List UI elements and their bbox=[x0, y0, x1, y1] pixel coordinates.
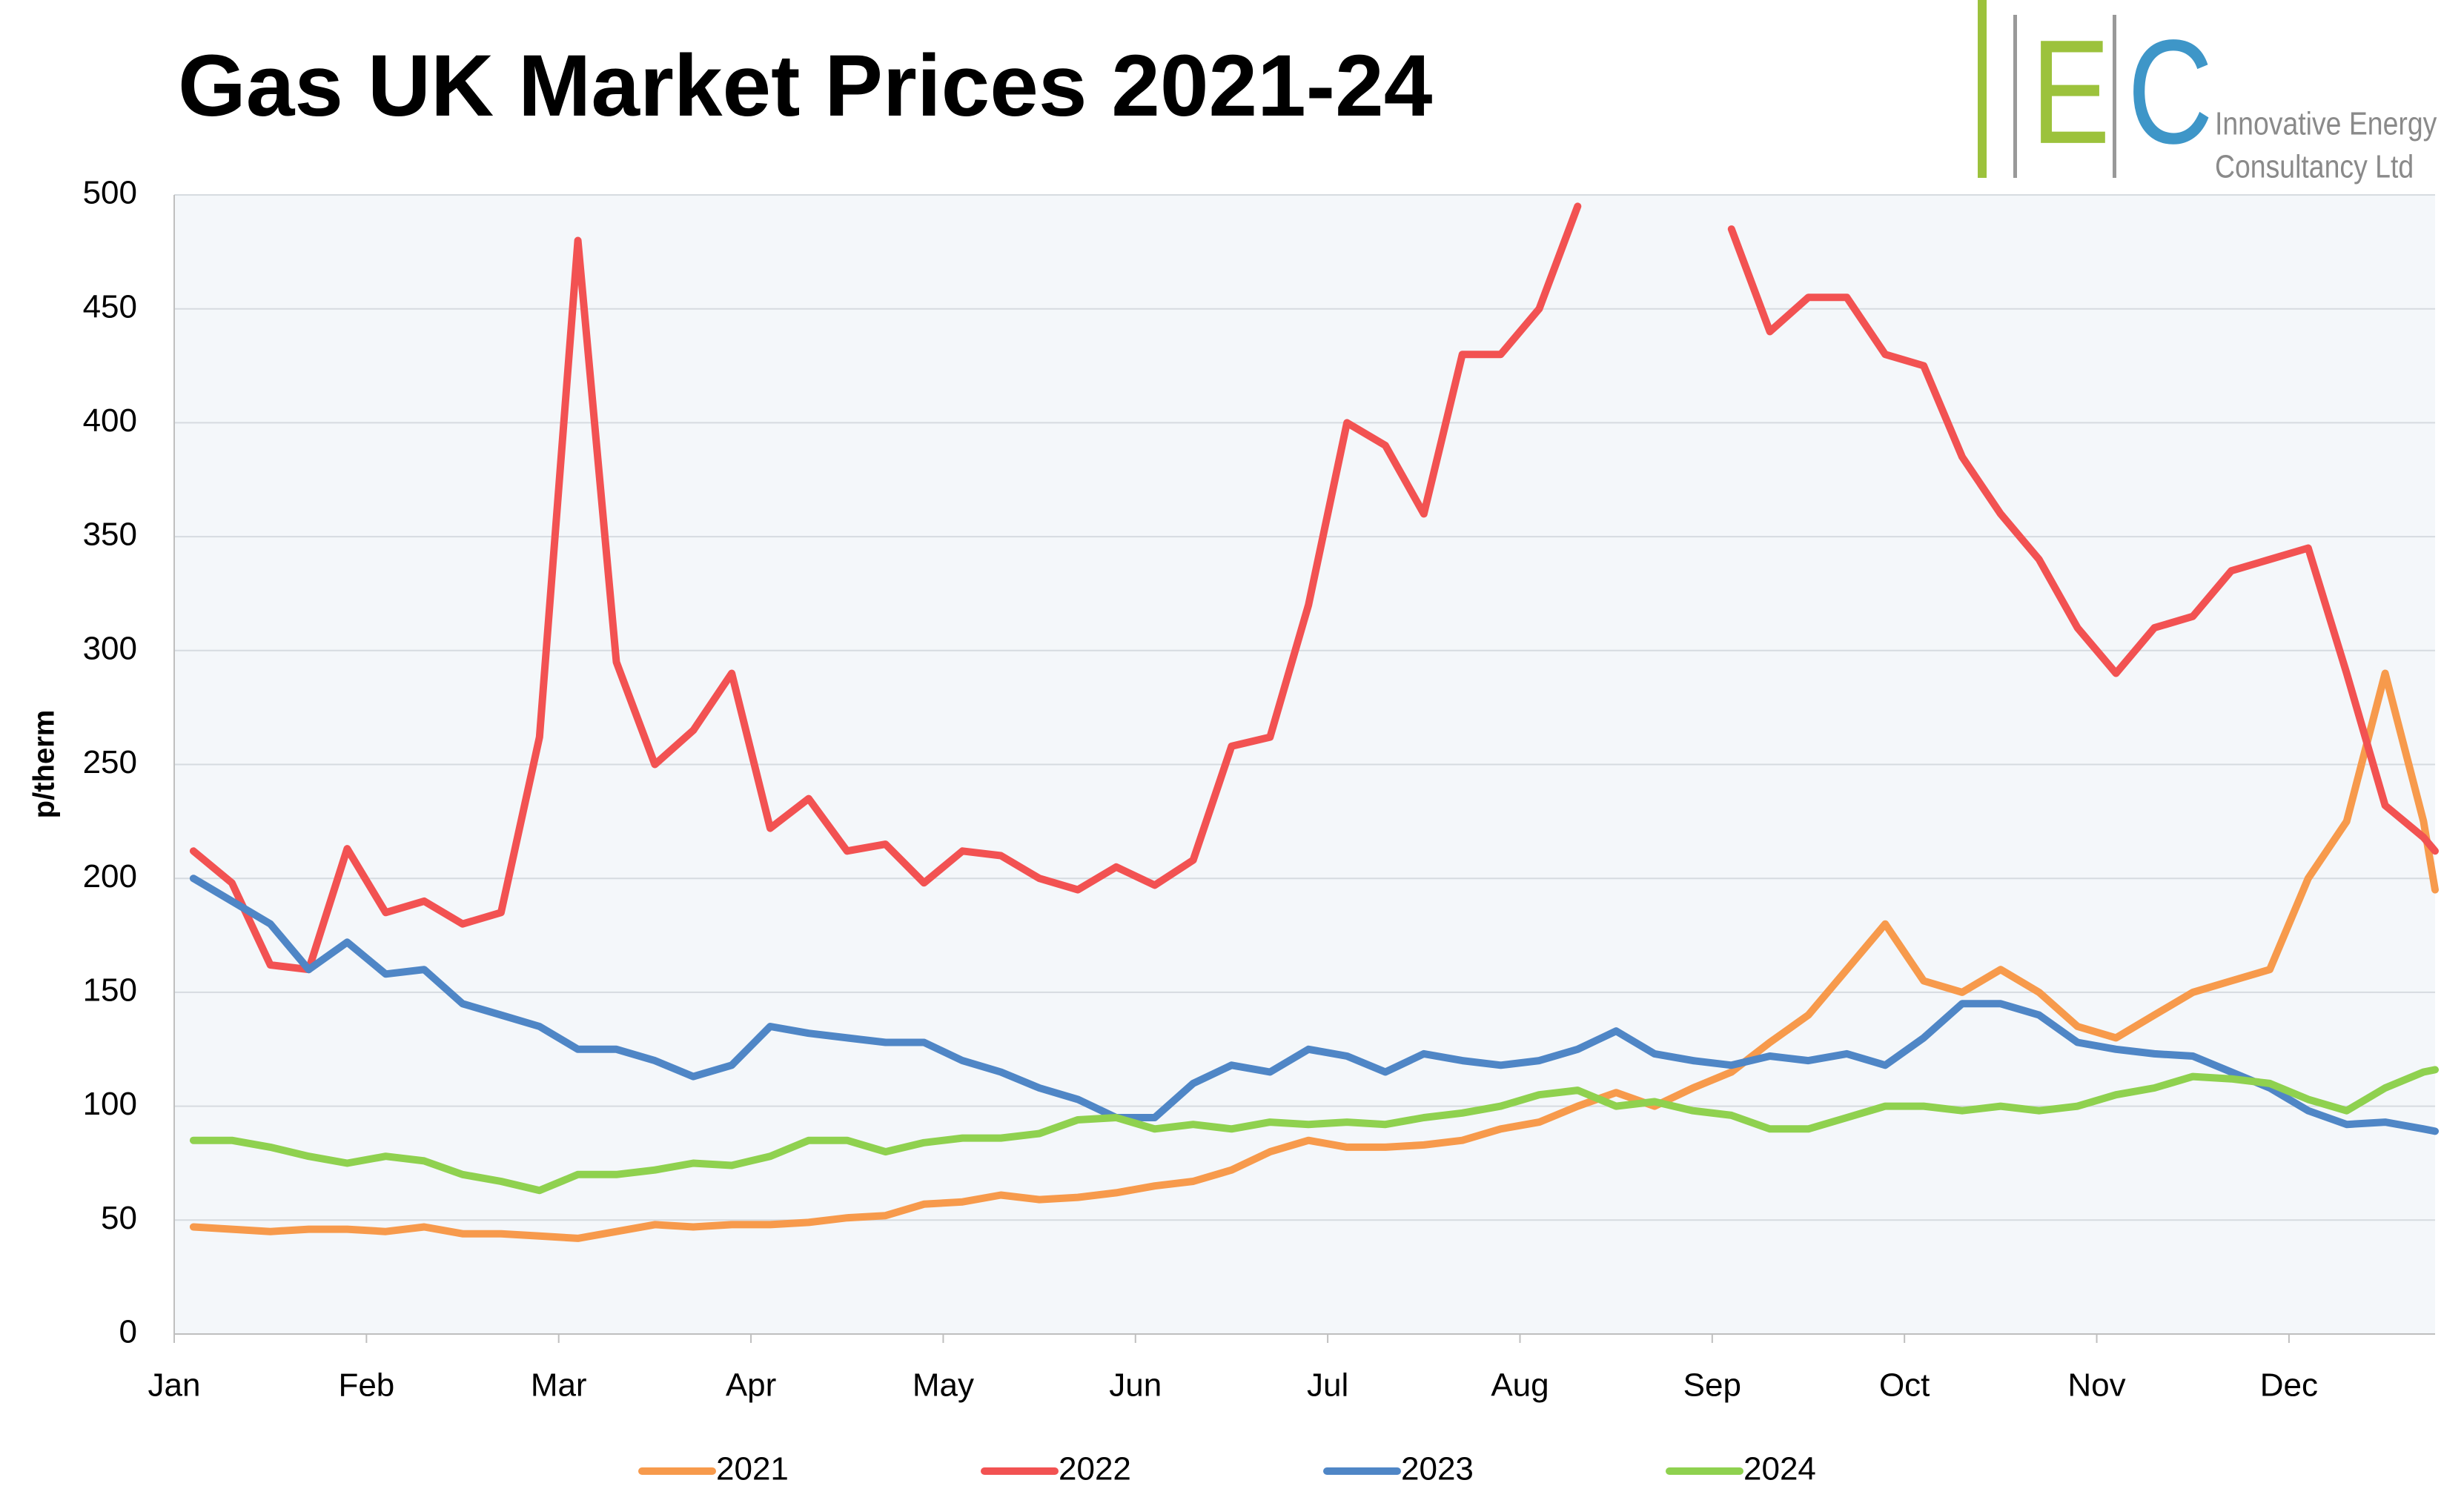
series-line bbox=[189, 1066, 2439, 1195]
chart-title: Gas UK Market Prices 2021-24 bbox=[178, 37, 1432, 135]
x-tick-label: Apr bbox=[726, 1367, 776, 1404]
logo: E C Innovative Energy Consultancy Ltd bbox=[1978, 0, 2437, 185]
x-tick-label: Nov bbox=[2067, 1367, 2125, 1404]
y-tick-label: 0 bbox=[119, 1314, 137, 1350]
x-tick-label: Oct bbox=[1879, 1367, 1930, 1404]
series-line bbox=[189, 202, 2439, 974]
legend-label: 2022 bbox=[1059, 1451, 1131, 1487]
series-line bbox=[189, 875, 2439, 1135]
y-tick-label: 200 bbox=[83, 858, 137, 895]
logo-bar bbox=[1978, 0, 1987, 178]
logo-bar bbox=[2113, 15, 2116, 178]
x-tick-label: Sep bbox=[1683, 1367, 1741, 1404]
series-line bbox=[189, 669, 2439, 1242]
grid bbox=[174, 194, 2435, 1335]
y-tick-label: 250 bbox=[83, 744, 137, 780]
logo-text: Consultancy Ltd bbox=[2215, 148, 2414, 185]
y-tick-label: 500 bbox=[83, 175, 137, 211]
y-tick-label: 450 bbox=[83, 288, 137, 325]
logo-text: Innovative Energy bbox=[2215, 105, 2437, 142]
x-tick-label: Jul bbox=[1307, 1367, 1348, 1404]
x-tick-label: May bbox=[913, 1367, 974, 1404]
x-tick-label: Feb bbox=[338, 1367, 394, 1404]
x-tick-label: Aug bbox=[1491, 1367, 1549, 1404]
y-tick-label: 350 bbox=[83, 517, 137, 553]
axes: 0 50 100 150 200 250 300 350 400 450 500 Jan Feb Mar A… bbox=[83, 175, 2435, 1404]
x-tick-label: Jan bbox=[148, 1367, 201, 1404]
x-tick-label: Mar bbox=[531, 1367, 587, 1404]
y-tick-label: 300 bbox=[83, 630, 137, 666]
y-tick-label: 100 bbox=[83, 1086, 137, 1122]
y-tick-label: 150 bbox=[83, 972, 137, 1009]
y-tick-label: 400 bbox=[83, 402, 137, 439]
x-tick-label: Dec bbox=[2260, 1367, 2318, 1404]
logo-letter: C bbox=[2127, 10, 2213, 175]
x-tick-label: Jun bbox=[1109, 1367, 1162, 1404]
legend-label: 2024 bbox=[1743, 1451, 1816, 1487]
y-tick-label: 50 bbox=[101, 1200, 137, 1236]
legend-label: 2021 bbox=[716, 1451, 789, 1487]
logo-bar bbox=[2013, 15, 2017, 178]
legend-label: 2023 bbox=[1401, 1451, 1474, 1487]
logo-letter: E bbox=[2031, 10, 2110, 175]
y-axis-label: p/therm bbox=[28, 710, 61, 819]
series-lines bbox=[189, 202, 2439, 1242]
